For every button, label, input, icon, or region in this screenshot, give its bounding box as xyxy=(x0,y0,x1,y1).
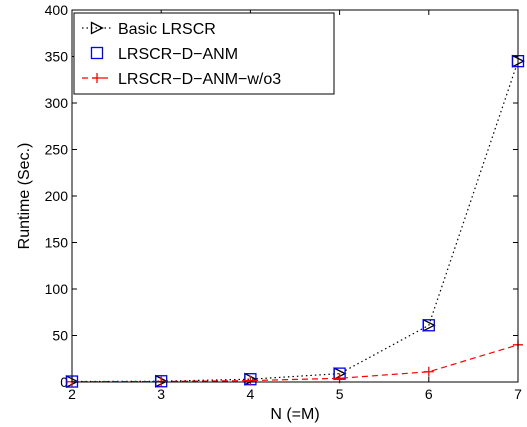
legend-box xyxy=(73,12,335,95)
x-tick-label: 5 xyxy=(336,386,344,402)
series-layer xyxy=(65,54,525,389)
series-line xyxy=(71,344,519,383)
data-point xyxy=(422,319,435,332)
x-axis-label: N (=M) xyxy=(270,406,319,423)
series-0 xyxy=(65,54,525,389)
y-tick-label: 0 xyxy=(60,374,68,390)
y-tick-label: 350 xyxy=(45,49,69,65)
x-tick-label: 6 xyxy=(425,386,433,402)
y-tick-label: 100 xyxy=(45,281,69,297)
y-tick-label: 400 xyxy=(45,2,69,18)
legend-marker xyxy=(90,46,104,60)
legend: Basic LRSCR LRSCR−D−ANM LRSCR−D−ANM−w/o3 xyxy=(73,12,335,95)
x-tick-label: 4 xyxy=(247,386,255,402)
x-tick-label: 2 xyxy=(68,386,76,402)
y-axis-ticks: 0 50 100 150 200 250 300 350 400 xyxy=(45,2,518,390)
legend-label: LRSCR−D−ANM xyxy=(118,46,238,63)
y-tick-label: 150 xyxy=(45,235,69,251)
y-tick-label: 300 xyxy=(45,95,69,111)
series-line xyxy=(71,60,519,383)
plot-area-frame xyxy=(71,9,519,383)
y-tick-label: 250 xyxy=(45,142,69,158)
legend-label: Basic LRSCR xyxy=(118,21,216,38)
legend-entry: LRSCR−D−ANM−w/o3 xyxy=(82,71,281,88)
legend-label: LRSCR−D−ANM−w/o3 xyxy=(118,71,281,88)
legend-entry: LRSCR−D−ANM xyxy=(90,46,238,63)
data-point xyxy=(423,366,434,377)
y-tick-label: 50 xyxy=(52,328,68,344)
y-axis-label: Runtime (Sec.) xyxy=(16,143,33,250)
x-tick-label: 7 xyxy=(514,386,522,402)
series-1 xyxy=(65,55,525,388)
legend-marker xyxy=(92,73,102,83)
series-2 xyxy=(67,339,523,387)
y-tick-label: 200 xyxy=(45,188,69,204)
legend-entry: Basic LRSCR xyxy=(82,21,216,38)
x-tick-label: 3 xyxy=(157,386,165,402)
legend-marker xyxy=(90,21,104,35)
data-point xyxy=(245,375,256,386)
